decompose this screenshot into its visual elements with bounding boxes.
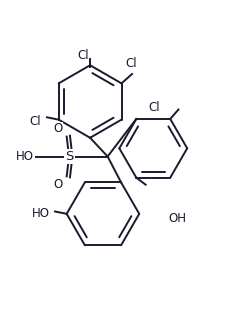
Text: O: O — [53, 122, 63, 136]
Text: O: O — [53, 177, 63, 191]
Text: HO: HO — [16, 150, 34, 163]
Text: HO: HO — [32, 207, 50, 220]
Text: OH: OH — [168, 212, 186, 225]
Text: Cl: Cl — [29, 115, 41, 128]
Text: Cl: Cl — [125, 57, 137, 70]
Text: S: S — [65, 150, 73, 163]
Text: Cl: Cl — [149, 101, 160, 114]
Text: Cl: Cl — [77, 49, 89, 62]
